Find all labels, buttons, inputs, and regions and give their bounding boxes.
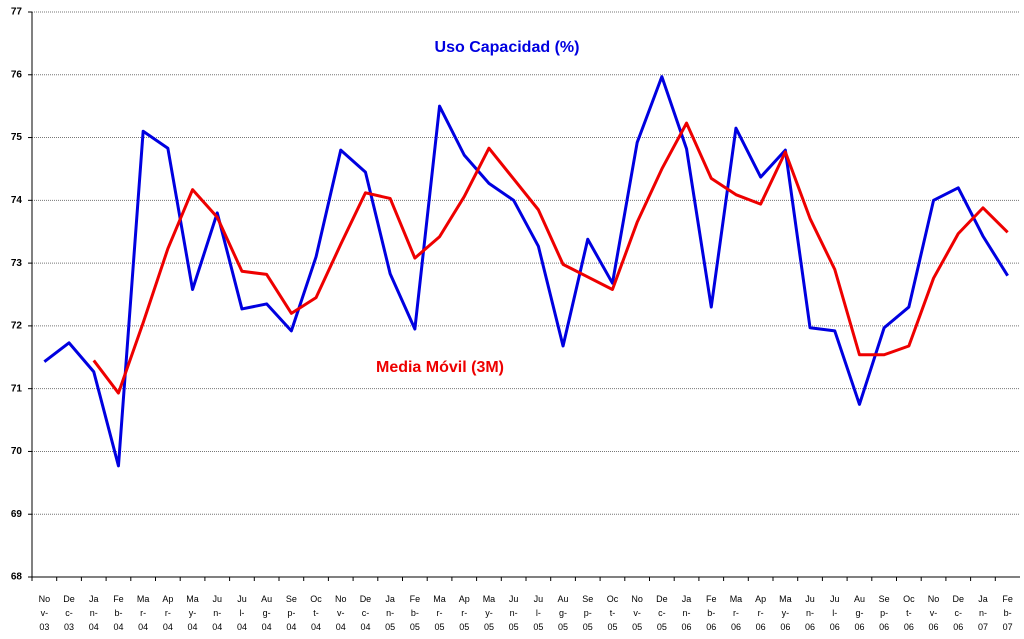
x-tick-label: Ap r-05 (459, 594, 470, 632)
x-tick-label: Fe b-07 (1002, 594, 1013, 632)
x-tick-label: Fe b-05 (410, 594, 421, 632)
x-tick-label: De c-03 (63, 594, 75, 632)
x-tick-label: Ju l-06 (830, 594, 840, 632)
x-tick-label: Ju l-04 (237, 594, 247, 632)
x-tick-label: Se p-04 (286, 594, 297, 632)
y-tick-label: 71 (11, 383, 23, 394)
x-tick-label: Se p-06 (879, 594, 890, 632)
y-tick-label: 73 (11, 258, 23, 269)
x-tick-label: Ja n-06 (682, 594, 692, 632)
x-tick-label: No v-03 (39, 594, 51, 632)
series-line (43, 75, 1009, 468)
x-tick-label: Fe b-06 (706, 594, 717, 632)
y-tick-label: 77 (11, 7, 23, 18)
x-tick-label: Fe b-04 (113, 594, 124, 632)
x-tick-label: Ma r-05 (433, 594, 446, 632)
x-tick-label: Ju n-05 (509, 594, 519, 632)
x-tick-label: Ap r-04 (162, 594, 173, 632)
x-tick-label: Au g-05 (558, 594, 569, 632)
series-annotation: Uso Capacidad (%) (435, 39, 580, 56)
x-tick-label: Oc t-06 (903, 594, 915, 632)
x-tick-label: Ma r-04 (137, 594, 150, 632)
x-tick-label: Oc t-04 (310, 594, 322, 632)
x-tick-label: Ap r-06 (755, 594, 766, 632)
x-tick-label: Ju n-06 (805, 594, 815, 632)
x-tick-label: De c-06 (952, 594, 964, 632)
y-tick-label: 74 (11, 195, 23, 206)
x-tick-label: De c-04 (360, 594, 372, 632)
x-tick-label: Ma y-05 (483, 594, 496, 632)
y-tick-label: 68 (11, 572, 23, 583)
x-tick-label: No v-05 (631, 594, 643, 632)
x-tick-label: Ja n-07 (978, 594, 988, 632)
x-tick-label: De c-05 (656, 594, 668, 632)
x-tick-label: Ma y-04 (186, 594, 199, 632)
x-tick-label: Ju l-05 (533, 594, 543, 632)
y-tick-label: 75 (11, 132, 23, 143)
x-tick-label: No v-06 (928, 594, 940, 632)
series-annotation: Media Móvil (3M) (376, 359, 504, 376)
x-tick-label: Ja n-04 (89, 594, 99, 632)
y-tick-label: 76 (11, 69, 23, 80)
x-tick-label: Oc t-05 (607, 594, 619, 632)
y-tick-label: 70 (11, 446, 23, 457)
y-tick-label: 72 (11, 321, 23, 332)
x-tick-label: Ma y-06 (779, 594, 792, 632)
x-tick-label: Ma r-06 (730, 594, 743, 632)
x-tick-label: Se p-05 (582, 594, 593, 632)
x-tick-label: No v-04 (335, 594, 347, 632)
y-tick-label: 69 (11, 509, 23, 520)
x-tick-label: Au g-04 (261, 594, 272, 632)
x-tick-label: Au g-06 (854, 594, 865, 632)
series-line (92, 121, 1009, 395)
x-tick-label: Ja n-05 (385, 594, 395, 632)
x-tick-label: Ju n-04 (212, 594, 222, 632)
